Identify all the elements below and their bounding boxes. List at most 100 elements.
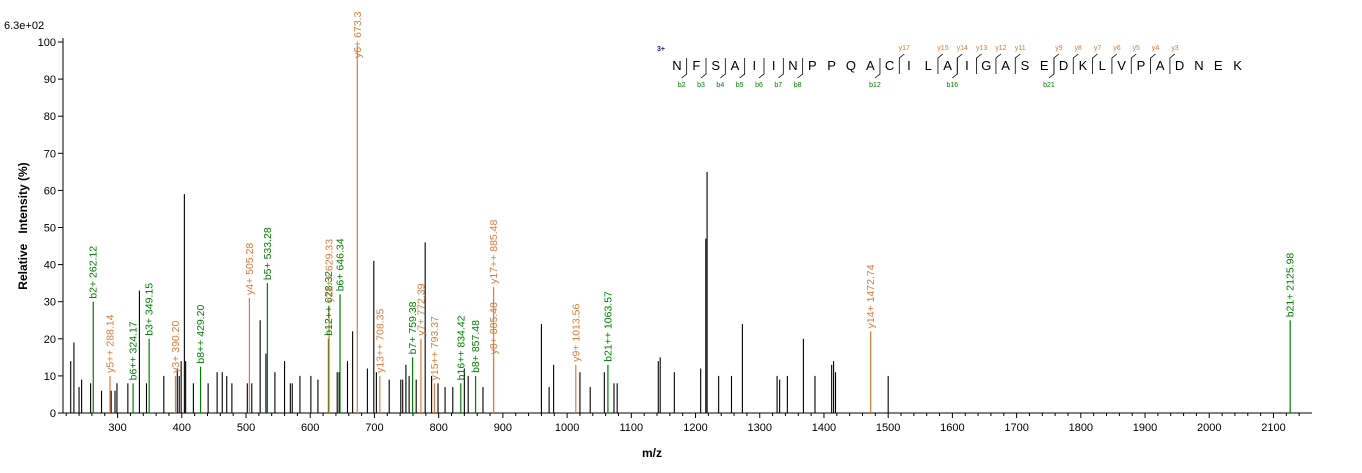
sequence-residue: L — [1099, 58, 1106, 73]
b-ion-bracket — [700, 58, 707, 79]
peak-label: y8+ 885.48 — [488, 302, 500, 354]
sequence-residue: D — [1175, 58, 1184, 73]
peak-label: b2+ 262.12 — [88, 246, 100, 299]
y-ion-bracket — [956, 53, 963, 74]
sequence-annotation: 3+N F S A I I N P P Q A C I L A I G A S E D K L V P A D N E Kb2 b3 b4 b5… — [657, 45, 1242, 89]
b-ion-label: b4 — [716, 82, 724, 89]
peak-label: y5++ 288.14 — [104, 314, 116, 373]
y-ion-bracket — [1053, 53, 1060, 74]
y-ion-label: y15 — [937, 45, 948, 52]
sequence-residue: L — [925, 58, 932, 73]
axes-layer: 0 10 20 30 40 50 60 70 80 90 100 300 400 500 600 700 800… — [38, 37, 1312, 434]
sequence-residue: G — [981, 58, 991, 73]
x-tick-label: 300 — [108, 422, 126, 434]
y-ion-bracket — [937, 53, 944, 74]
y-tick-label: 60 — [44, 185, 56, 197]
sequence-residue: E — [1040, 58, 1049, 73]
x-tick-label: 1800 — [1069, 422, 1093, 434]
b-ion-bracket — [758, 58, 765, 79]
y-tick-label: 40 — [44, 260, 56, 272]
x-tick-label: 2100 — [1261, 422, 1285, 434]
peak-label: y3+ 390.20 — [170, 320, 182, 372]
peak-label: y4+ 505.28 — [244, 243, 256, 295]
y-tick-label: 50 — [44, 223, 56, 235]
b-ion-bracket — [739, 58, 746, 79]
x-tick-label: 1100 — [619, 422, 643, 434]
y-ion-label: y7 — [1094, 45, 1102, 52]
peak-label: b12++ 628.32 — [323, 271, 335, 336]
x-axis-title: m/z — [642, 446, 662, 460]
y-tick-label: 30 — [44, 297, 56, 309]
sequence-residue: I — [753, 58, 757, 73]
sequence-residue: N — [672, 58, 681, 73]
sequence-residue: N — [1194, 58, 1203, 73]
peak-label: b16++ 834.42 — [455, 315, 467, 380]
y-ion-bracket — [1130, 53, 1137, 74]
b-ion-label: b2 — [678, 82, 686, 89]
x-tick-label: 1400 — [812, 422, 836, 434]
sequence-residue: K — [1233, 58, 1242, 73]
peak-label: y17++ 885.48 — [488, 219, 500, 283]
x-tick-label: 600 — [301, 422, 319, 434]
peak-label: b21+ 2125.98 — [1285, 253, 1297, 318]
b-ion-label: b5 — [736, 82, 744, 89]
peak-label: y7+ 772.39 — [415, 283, 427, 335]
y-tick-label: 100 — [38, 37, 56, 49]
peak-label: b6+ 646.34 — [334, 238, 346, 291]
peak-label: y11++ 629.33 — [324, 239, 336, 303]
peak-label: b5+ 533.28 — [262, 227, 274, 280]
peak-label: y9+ 1013.56 — [570, 304, 582, 362]
sequence-residue: A — [1156, 58, 1165, 73]
peak-label: b7+ 759.38 — [407, 301, 419, 354]
sequence-residue: N — [788, 58, 797, 73]
sequence-residue: K — [1079, 58, 1088, 73]
y-tick-label: 0 — [50, 408, 56, 420]
b-ion-label: b6 — [755, 82, 763, 89]
sequence-residue: E — [1214, 58, 1223, 73]
y-ion-label: y3 — [1171, 45, 1179, 52]
y-ion-bracket — [1150, 53, 1156, 74]
y-tick-label: 90 — [44, 74, 56, 86]
y-ion-bracket — [898, 53, 905, 74]
max-intensity-label: 6.3e+02 — [4, 20, 44, 32]
x-tick-label: 1300 — [748, 422, 772, 434]
y-ion-label: y5 — [1133, 45, 1141, 52]
peak-label: y14+ 1472.74 — [865, 264, 877, 328]
y-ion-bracket — [995, 53, 1002, 74]
y-ion-bracket — [1014, 53, 1021, 74]
y-ion-label: y17 — [899, 45, 910, 52]
b-ion-label: b7 — [774, 82, 782, 89]
y-ion-label: y9 — [1055, 45, 1063, 52]
peak-label: y13++ 708.35 — [374, 309, 386, 373]
x-tick-label: 1900 — [1133, 422, 1157, 434]
y-ion-label: y6 — [1113, 45, 1121, 52]
y-ion-label: y12 — [995, 45, 1006, 52]
charge-label: 3+ — [657, 46, 665, 53]
x-tick-label: 1500 — [876, 422, 900, 434]
sequence-residue: A — [866, 58, 875, 73]
x-tick-label: 1700 — [1004, 422, 1028, 434]
y-ion-bracket — [1072, 53, 1079, 74]
b-ion-label: b3 — [697, 82, 705, 89]
sequence-residue: F — [692, 58, 700, 73]
b-ion-bracket — [797, 58, 804, 79]
peaks-layer — [70, 45, 1291, 413]
sequence-residue: C — [885, 58, 894, 73]
x-tick-label: 900 — [494, 422, 512, 434]
x-tick-label: 500 — [237, 422, 255, 434]
b-ion-bracket — [720, 58, 726, 79]
y-ion-label: y8 — [1075, 45, 1083, 52]
sequence-residue: A — [731, 58, 740, 73]
x-tick-label: 700 — [365, 422, 383, 434]
sequence-residue: I — [907, 58, 911, 73]
b-ion-bracket — [1048, 58, 1055, 79]
sequence-residue: D — [1059, 58, 1068, 73]
y-tick-label: 80 — [44, 111, 56, 123]
b-ion-bracket — [952, 58, 958, 79]
peak-label: b21++ 1063.57 — [602, 291, 614, 362]
x-tick-label: 1000 — [555, 422, 579, 434]
x-tick-label: 1200 — [683, 422, 707, 434]
y-tick-label: 10 — [44, 371, 56, 383]
y-ion-label: y13 — [976, 45, 987, 52]
